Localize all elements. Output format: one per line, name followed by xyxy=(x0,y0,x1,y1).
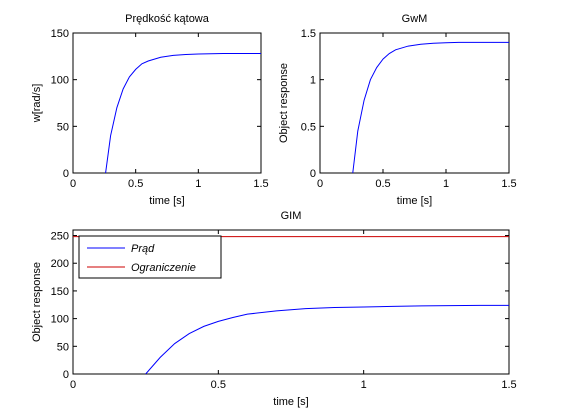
gim-legend: Prąd Ograniczenie xyxy=(78,235,222,279)
gwm-ytick-label: 1.5 xyxy=(301,28,316,40)
gim-xlabel: time [s] xyxy=(273,396,308,408)
angular-velocity-ytick-label: 0 xyxy=(63,168,69,180)
gim-xtick-label: 0 xyxy=(70,379,76,391)
angular-velocity-ytick-label: 50 xyxy=(57,121,69,133)
gwm-axes-box xyxy=(319,32,510,174)
gim-legend-box xyxy=(78,235,222,279)
gim-ytick-label: 50 xyxy=(57,341,69,353)
gim-series-pr-d-line xyxy=(145,304,509,374)
angular-velocity-xtick-label: 1.5 xyxy=(253,178,268,190)
gwm-ytick-label: 0.5 xyxy=(301,121,316,133)
angular-velocity-title: Prędkość kątowa xyxy=(125,13,210,25)
gim-ytick-label: 250 xyxy=(51,231,69,243)
angular-velocity-series-0-line xyxy=(105,53,261,173)
gim-legend-entry: Ograniczenie xyxy=(131,262,196,274)
angular-velocity-chart: 0 0.5 1 1.5 0 50 100 150 Prędkość kątowa time [s]… xyxy=(31,13,269,207)
gim-chart: 0 0.5 1 1.5 0 50 100 150 200 250 GIM time [s] Object… xyxy=(31,210,517,408)
gwm-ylabel: Object response xyxy=(278,63,290,143)
gim-xtick-label: 1 xyxy=(361,379,367,391)
angular-velocity-ytick-label: 100 xyxy=(51,75,69,87)
gim-xtick-label: 0.5 xyxy=(211,379,226,391)
angular-velocity-xtick-label: 1 xyxy=(195,178,201,190)
gwm-chart: 0 0.5 1 1.5 0 0.5 1 1.5 GwM time [s] Object respon… xyxy=(278,13,517,207)
gim-ytick-label: 200 xyxy=(51,258,69,270)
angular-velocity-xlabel: time [s] xyxy=(149,195,184,207)
gwm-xtick-label: 1.5 xyxy=(501,178,516,190)
angular-velocity-ytick-label: 150 xyxy=(51,28,69,40)
gim-ylabel: Object response xyxy=(31,262,43,342)
gim-xtick-label: 1.5 xyxy=(501,379,516,391)
gwm-series-0-line xyxy=(352,41,509,173)
gim-legend-entry: Prąd xyxy=(131,243,155,255)
gwm-xtick-label: 0 xyxy=(317,178,323,190)
angular-velocity-ylabel: w[rad/s] xyxy=(31,84,43,124)
gwm-xtick-label: 1 xyxy=(443,178,449,190)
angular-velocity-xtick-label: 0 xyxy=(70,178,76,190)
gwm-ytick-label: 1 xyxy=(310,75,316,87)
gim-ytick-label: 0 xyxy=(63,369,69,381)
gwm-xlabel: time [s] xyxy=(397,195,432,207)
gim-title: GIM xyxy=(281,210,302,222)
angular-velocity-xtick-label: 0.5 xyxy=(128,178,143,190)
gwm-title: GwM xyxy=(402,13,428,25)
gwm-ytick-label: 0 xyxy=(310,168,316,180)
gim-ytick-label: 100 xyxy=(51,314,69,326)
gwm-xtick-label: 0.5 xyxy=(375,178,390,190)
gim-ytick-label: 150 xyxy=(51,286,69,298)
